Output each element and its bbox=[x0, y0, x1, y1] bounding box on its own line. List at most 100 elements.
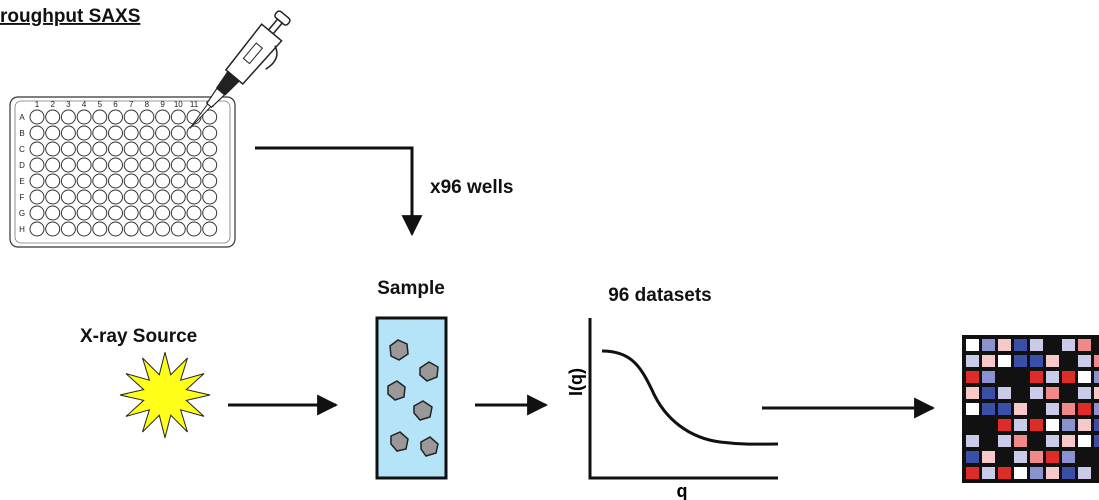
plot-title: 96 datasets bbox=[608, 285, 712, 306]
heatmap-cell bbox=[1030, 435, 1043, 447]
well bbox=[29, 221, 45, 237]
well bbox=[76, 221, 92, 237]
heatmap-cell bbox=[1062, 451, 1075, 463]
heatmap-cell bbox=[982, 451, 995, 463]
heatmap-cell bbox=[998, 419, 1011, 431]
well bbox=[186, 157, 202, 173]
row-label: B bbox=[19, 129, 24, 138]
well bbox=[170, 221, 186, 237]
well bbox=[76, 189, 92, 205]
well bbox=[170, 157, 186, 173]
well bbox=[29, 189, 45, 205]
well bbox=[45, 221, 61, 237]
well bbox=[60, 109, 76, 125]
column-label: 2 bbox=[50, 100, 55, 109]
well bbox=[45, 141, 61, 157]
well bbox=[76, 109, 92, 125]
well bbox=[202, 109, 218, 125]
well bbox=[123, 205, 139, 221]
well bbox=[92, 109, 108, 125]
well bbox=[29, 205, 45, 221]
particles bbox=[387, 339, 439, 457]
heatmap-cell bbox=[1078, 467, 1091, 479]
well bbox=[139, 141, 155, 157]
column-label: 3 bbox=[66, 100, 71, 109]
heatmap-cell bbox=[1046, 371, 1059, 383]
heatmap-cell bbox=[1078, 371, 1091, 383]
heatmap-cell bbox=[1078, 387, 1091, 399]
well bbox=[45, 157, 61, 173]
column-label: 7 bbox=[129, 100, 134, 109]
heatmap-cell bbox=[1014, 435, 1027, 447]
well bbox=[186, 205, 202, 221]
heatmap-cell bbox=[1062, 419, 1075, 431]
well bbox=[45, 205, 61, 221]
heatmap-cell bbox=[1014, 387, 1027, 399]
well bbox=[123, 189, 139, 205]
well bbox=[186, 125, 202, 141]
heatmap-cell bbox=[966, 387, 979, 399]
well bbox=[45, 109, 61, 125]
heatmap-cell bbox=[1030, 339, 1043, 351]
heatmap-cell bbox=[998, 435, 1011, 447]
well bbox=[123, 109, 139, 125]
plate-rim bbox=[14, 100, 231, 244]
heatmap-cell bbox=[1014, 339, 1027, 351]
well bbox=[155, 125, 171, 141]
well bbox=[60, 125, 76, 141]
well bbox=[202, 125, 218, 141]
well bbox=[170, 125, 186, 141]
column-label: 4 bbox=[82, 100, 87, 109]
heatmap-cell bbox=[1046, 435, 1059, 447]
heatmap-cell bbox=[1094, 387, 1099, 399]
heatmap-cell bbox=[1030, 371, 1043, 383]
sample-label: Sample bbox=[377, 278, 445, 299]
x-axis-label: q bbox=[677, 481, 688, 500]
well bbox=[29, 157, 45, 173]
xray-star bbox=[119, 352, 211, 438]
well bbox=[92, 173, 108, 189]
well bbox=[202, 157, 218, 173]
heatmap-cell bbox=[1046, 339, 1059, 351]
scattering-curve bbox=[601, 349, 779, 446]
well bbox=[155, 189, 171, 205]
well bbox=[123, 125, 139, 141]
well bbox=[29, 141, 45, 157]
heatmap-cell bbox=[1062, 403, 1075, 415]
well bbox=[92, 189, 108, 205]
heatmap-cell bbox=[966, 419, 979, 431]
well bbox=[202, 221, 218, 237]
heatmap-cell bbox=[1078, 419, 1091, 431]
heatmap-cell bbox=[1014, 371, 1027, 383]
heatmap-cell bbox=[1094, 339, 1099, 351]
well bbox=[155, 157, 171, 173]
heatmap-cell bbox=[1078, 403, 1091, 415]
well bbox=[60, 221, 76, 237]
heatmap-cell bbox=[998, 371, 1011, 383]
heatmap-cell bbox=[1062, 435, 1075, 447]
source-label: X-ray Source bbox=[80, 326, 197, 347]
well bbox=[76, 173, 92, 189]
heatmap-cell bbox=[982, 467, 995, 479]
heatmap-cell bbox=[1014, 355, 1027, 367]
heatmap-cell bbox=[1046, 467, 1059, 479]
well bbox=[155, 173, 171, 189]
heatmap-cell bbox=[1094, 435, 1099, 447]
well bbox=[202, 205, 218, 221]
heatmap-cell bbox=[998, 451, 1011, 463]
heatmap-cell bbox=[1062, 371, 1075, 383]
sample-cell bbox=[375, 316, 448, 480]
well bbox=[170, 173, 186, 189]
heatmap bbox=[962, 335, 1099, 483]
heatmap-cell bbox=[966, 451, 979, 463]
heatmap-cell bbox=[982, 371, 995, 383]
well bbox=[139, 189, 155, 205]
heatmap-cell bbox=[966, 467, 979, 479]
well bbox=[108, 205, 123, 221]
heatmap-cell bbox=[966, 371, 979, 383]
heatmap-cell bbox=[966, 339, 979, 351]
well bbox=[45, 173, 61, 189]
well bbox=[123, 141, 139, 157]
row-label: C bbox=[19, 145, 25, 154]
heatmap-cell bbox=[1046, 387, 1059, 399]
